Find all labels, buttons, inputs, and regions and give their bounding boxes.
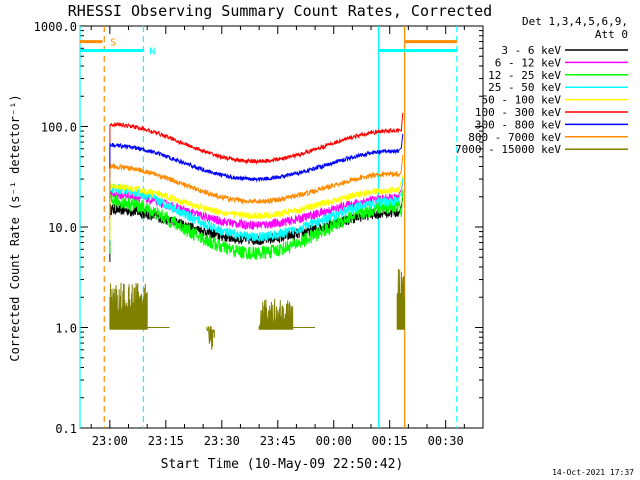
legend-label: 100 - 300 keV bbox=[475, 106, 561, 119]
legend-label: 3 - 6 keV bbox=[501, 44, 561, 57]
legend-header-line1: Det 1,3,4,5,6,9, bbox=[522, 15, 628, 28]
legend-label: 25 - 50 keV bbox=[488, 81, 561, 94]
legend-label: 800 - 7000 keV bbox=[468, 131, 561, 144]
time-marker-label: S bbox=[110, 38, 116, 49]
series-line-7000-15000kev bbox=[109, 282, 148, 330]
series-line bbox=[109, 175, 404, 240]
y-tick-label: 1.0 bbox=[55, 322, 77, 336]
series-line bbox=[109, 177, 404, 242]
x-tick-label: 00:00 bbox=[316, 434, 352, 448]
series-line-7000-15000kev bbox=[258, 298, 294, 330]
legend-label: 6 - 12 keV bbox=[495, 56, 562, 69]
footer-timestamp: 14-Oct-2021 17:37 bbox=[552, 468, 634, 477]
x-tick-label: 23:15 bbox=[148, 434, 184, 448]
series-line bbox=[109, 154, 404, 219]
series-line bbox=[109, 112, 404, 177]
time-marker-label: N bbox=[149, 47, 155, 58]
y-tick-label: 10.0 bbox=[48, 221, 77, 235]
legend-label: 50 - 100 keV bbox=[482, 94, 562, 107]
x-tick-label: 00:30 bbox=[428, 434, 464, 448]
series-line-7000-15000kev bbox=[206, 326, 215, 350]
legend-label: 300 - 800 keV bbox=[475, 118, 561, 131]
x-tick-label: 23:45 bbox=[260, 434, 296, 448]
y-axis-label: Corrected Count Rate (s⁻¹ detector⁻¹) bbox=[8, 94, 22, 361]
series-line bbox=[109, 133, 404, 198]
x-tick-label: 00:15 bbox=[372, 434, 408, 448]
legend-header-line2: Att 0 bbox=[595, 28, 628, 41]
legend-label: 12 - 25 keV bbox=[488, 69, 561, 82]
y-tick-label: 0.1 bbox=[55, 422, 77, 436]
y-tick-label: 1000.0 bbox=[34, 20, 77, 34]
x-tick-label: 23:30 bbox=[204, 434, 240, 448]
x-tick-label: 23:00 bbox=[92, 434, 128, 448]
series-line-7000-15000kev bbox=[396, 268, 406, 330]
chart-title: RHESSI Observing Summary Count Rates, Co… bbox=[68, 2, 492, 20]
x-axis-label: Start Time (10-May-09 22:50:42) bbox=[161, 457, 404, 472]
y-tick-label: 100.0 bbox=[41, 121, 77, 135]
series-line bbox=[109, 189, 404, 261]
legend-label: 7000 - 15000 keV bbox=[455, 143, 561, 156]
